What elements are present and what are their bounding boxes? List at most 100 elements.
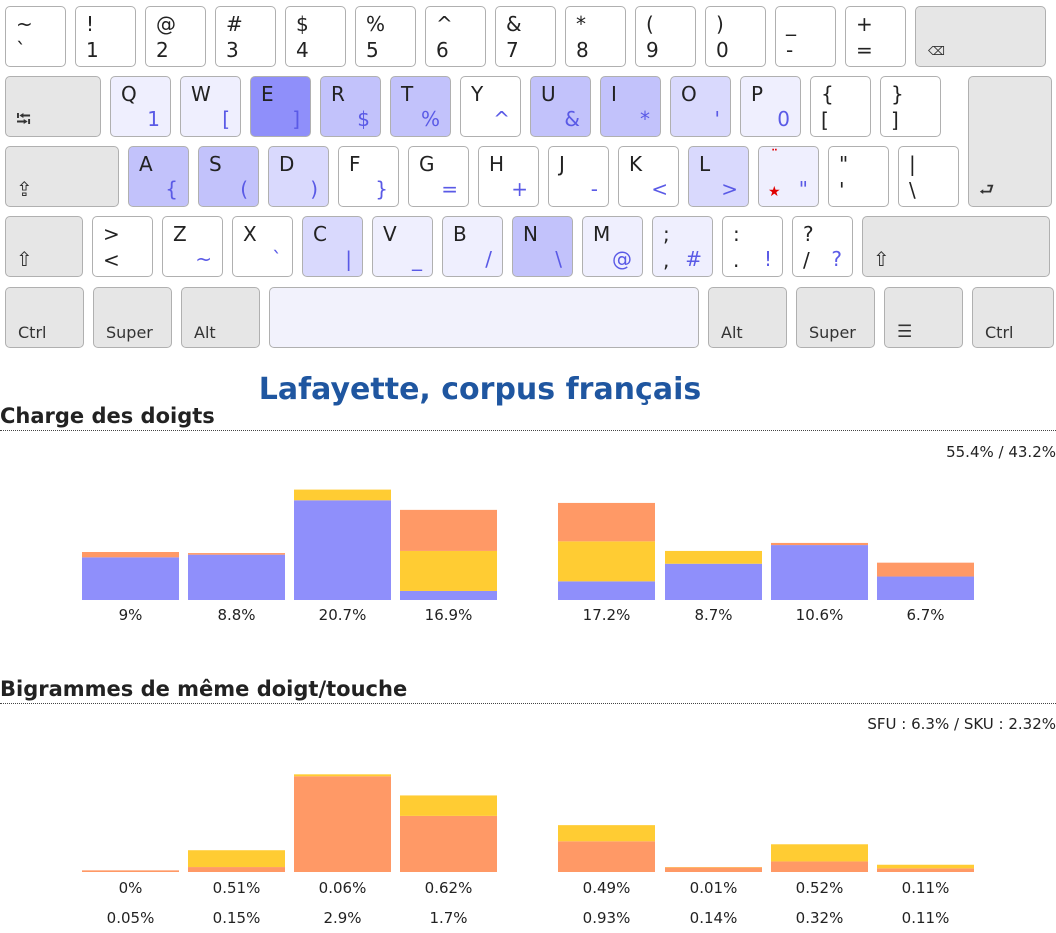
super-key[interactable]: Super <box>796 287 875 348</box>
key-Z[interactable]: Z ~ <box>162 216 223 277</box>
key-T[interactable]: T% <box>390 76 451 137</box>
bar-segment <box>877 864 974 869</box>
key-@[interactable]: @2 <box>145 6 206 67</box>
bar-segment <box>294 774 391 777</box>
key-L[interactable]: L > <box>688 146 749 207</box>
alt-key[interactable]: Alt <box>181 287 260 348</box>
key-primary-label: ! <box>86 12 95 36</box>
key-primary-label: L <box>699 152 711 176</box>
key-}[interactable]: }] <box>880 76 941 137</box>
key-primary-label: _ <box>786 12 796 36</box>
key-"[interactable]: " ' <box>828 146 889 207</box>
key-F[interactable]: F} <box>338 146 399 207</box>
key-W[interactable]: W[ <box>180 76 241 137</box>
key-*[interactable]: * 8 <box>565 6 626 67</box>
key-%[interactable]: % 5 <box>355 6 416 67</box>
bar-label: 9% <box>119 606 143 624</box>
key-#[interactable]: #3 <box>215 6 276 67</box>
super-key[interactable]: Super <box>93 287 172 348</box>
bar-segment <box>188 553 285 555</box>
key-)[interactable]: ) 0 <box>705 6 766 67</box>
bar-segment <box>188 867 285 872</box>
key-primary-label: A <box>139 152 153 176</box>
key-label: Super <box>809 323 856 342</box>
key-base-label: ' <box>839 178 845 202</box>
key-R[interactable]: R $ <box>320 76 381 137</box>
key-B[interactable]: B / <box>442 216 503 277</box>
key-^[interactable]: ^ 6 <box>425 6 486 67</box>
dead-key-diaeresis[interactable]: " ¨ ★ <box>758 146 819 207</box>
key-primary-label: } <box>891 82 904 106</box>
key-?[interactable]: ? /? <box>792 216 853 277</box>
key-primary-label: E <box>261 82 274 106</box>
key-primary-label: D <box>279 152 295 176</box>
bar-label: 17.2% <box>583 606 631 624</box>
bar-segment <box>877 562 974 577</box>
key-G[interactable]: G = <box>408 146 469 207</box>
key-Y[interactable]: Y ^ <box>460 76 521 137</box>
key-:[interactable]: :.! <box>722 216 783 277</box>
key-primary-label: R <box>331 82 345 106</box>
key-|[interactable]: | \ <box>898 146 959 207</box>
key-primary-label: W <box>191 82 211 106</box>
shift-right-key[interactable]: ⇧ <box>862 216 1050 277</box>
key-altgr-label: } <box>375 177 388 201</box>
key-&[interactable]: & 7 <box>495 6 556 67</box>
bar-label: 0.62% <box>425 879 473 897</box>
key-J[interactable]: J- <box>548 146 609 207</box>
shift-left-icon: ⇧ <box>16 247 33 271</box>
key-base-label: / <box>803 248 810 272</box>
key-base-label: 9 <box>646 38 659 62</box>
key-([interactable]: (9 <box>635 6 696 67</box>
key-{[interactable]: {[ <box>810 76 871 137</box>
shift-left-key[interactable]: ⇧ <box>5 216 83 277</box>
ctrl-key[interactable]: Ctrl <box>972 287 1054 348</box>
key-altgr-label: | <box>345 247 352 271</box>
enter-key[interactable]: ⮐ <box>968 76 1052 207</box>
space-key[interactable] <box>269 287 699 348</box>
key-D[interactable]: D) <box>268 146 329 207</box>
key-base-label: [ <box>821 108 829 132</box>
bar-segment <box>877 868 974 872</box>
key-$[interactable]: $4 <box>285 6 346 67</box>
key-I[interactable]: I * <box>600 76 661 137</box>
key-O[interactable]: O ' <box>670 76 731 137</box>
key-altgr-label: 0 <box>777 107 790 131</box>
key->[interactable]: > < <box>92 216 153 277</box>
key-![interactable]: ! 1 <box>75 6 136 67</box>
key-X[interactable]: X ` <box>232 216 293 277</box>
key-base-label: = <box>856 38 873 62</box>
key-H[interactable]: H + <box>478 146 539 207</box>
key-A[interactable]: A{ <box>128 146 189 207</box>
key-primary-label: ~ <box>16 12 33 36</box>
tab-key[interactable]: ⭾ <box>5 76 101 137</box>
key-U[interactable]: U & <box>530 76 591 137</box>
key-V[interactable]: V _ <box>372 216 433 277</box>
key-M[interactable]: M @ <box>582 216 643 277</box>
key-_[interactable]: _ - <box>775 6 836 67</box>
ctrl-key[interactable]: Ctrl <box>5 287 84 348</box>
bar-segment <box>400 795 497 816</box>
star-icon: ★ <box>768 184 781 200</box>
alt-key[interactable]: Alt <box>708 287 787 348</box>
backspace-key[interactable]: ⌫ <box>915 6 1046 67</box>
key-primary-label: " <box>839 152 849 176</box>
key-C[interactable]: C | <box>302 216 363 277</box>
key-+[interactable]: + = <box>845 6 906 67</box>
key-E[interactable]: E] <box>250 76 311 137</box>
key-~[interactable]: ~ ` <box>5 6 66 67</box>
bar-segment <box>188 554 285 600</box>
key-altgr-label: > <box>721 177 738 201</box>
key-S[interactable]: S( <box>198 146 259 207</box>
key-label: Ctrl <box>985 323 1014 342</box>
menu-key[interactable]: ☰ <box>884 287 963 348</box>
key-K[interactable]: K < <box>618 146 679 207</box>
key-primary-label: F <box>349 152 361 176</box>
key-;[interactable]: ;, # <box>652 216 713 277</box>
bar-segment <box>665 867 762 872</box>
caps-lock-key[interactable]: ⇪ <box>5 146 119 207</box>
key-N[interactable]: N \ <box>512 216 573 277</box>
bar-segment <box>771 542 868 546</box>
